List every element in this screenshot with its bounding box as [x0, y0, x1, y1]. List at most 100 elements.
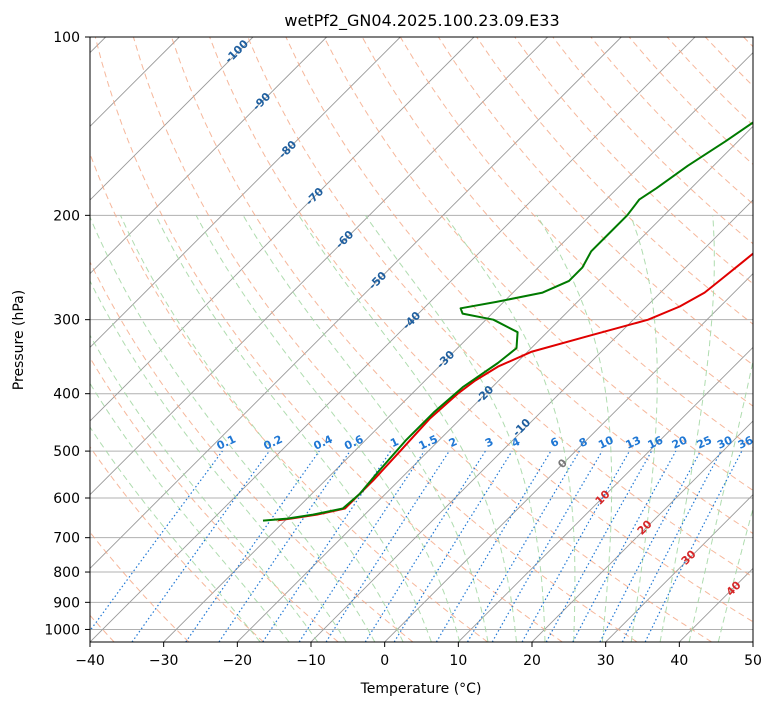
isotherm-line	[752, 641, 753, 642]
dry-adiabat-line	[90, 260, 414, 642]
y-tick-label: 300	[53, 313, 80, 329]
dry-adiabat-line	[171, 37, 712, 642]
dry-adiabat-line	[704, 37, 753, 87]
moist-adiabat-line	[195, 215, 461, 642]
mixing-ratio-label: 16	[646, 433, 666, 451]
dry-adiabat-line	[209, 37, 753, 623]
x-tick-label: 20	[523, 653, 541, 669]
mixing-ratio-line	[218, 450, 351, 642]
mixing-ratio-line	[262, 450, 392, 642]
y-tick-label: 600	[53, 491, 80, 507]
mixing-ratio-line	[521, 450, 631, 642]
mixing-ratio-label: 0.1	[215, 433, 238, 453]
moist-adiabat-line	[298, 215, 517, 642]
mixing-ratio-label: 3	[483, 435, 495, 450]
moist-adiabat-line	[536, 215, 613, 642]
isotherm-line	[310, 199, 753, 642]
isotherm-label: 30	[679, 547, 699, 567]
dry-adiabat-line	[476, 37, 753, 325]
dry-adiabat-line	[90, 446, 264, 642]
dry-adiabat-line	[666, 37, 753, 126]
mixing-ratio-line	[90, 450, 223, 632]
isotherm-line	[90, 37, 327, 275]
y-tick-label: 1000	[44, 622, 80, 638]
mixing-ratio-label: 25	[695, 434, 714, 452]
y-tick-label: 500	[53, 444, 80, 460]
y-axis-label: Pressure (hPa)	[11, 290, 27, 390]
x-tick-label: 10	[449, 653, 467, 669]
y-tick-label: 700	[53, 531, 80, 547]
isotherm-label: 20	[635, 517, 655, 537]
dry-adiabat-line	[590, 37, 753, 205]
dry-adiabat-line	[247, 37, 753, 578]
dry-adiabat-line	[90, 356, 339, 642]
isotherm-label: 40	[724, 578, 744, 598]
mixing-ratio-line	[599, 450, 702, 642]
mixing-ratio-label: 36	[736, 433, 756, 451]
dry-adiabat-line	[90, 531, 190, 642]
dry-adiabat-line	[743, 37, 753, 48]
x-axis-label: Temperature (°C)	[360, 681, 482, 697]
dewpoint-profile-line	[262, 121, 753, 522]
moist-adiabat-line	[90, 215, 376, 642]
background-lines	[90, 37, 753, 642]
y-tick-label: 400	[53, 387, 80, 403]
moist-adiabat-line	[364, 215, 546, 642]
mixing-ratio-label: 30	[715, 433, 735, 451]
isotherm-line	[163, 52, 753, 642]
moist-adiabat-line	[630, 215, 658, 642]
dry-adiabat-line	[132, 37, 638, 642]
x-tick-label: −20	[223, 653, 253, 669]
mixing-ratio-label: 0.6	[342, 433, 365, 453]
moist-adiabat-line	[659, 215, 715, 642]
moist-adiabat-line	[120, 215, 404, 642]
mixing-ratio-line	[572, 450, 677, 642]
y-tick-label: 900	[53, 595, 80, 611]
isotherm-line	[384, 273, 753, 642]
mixing-ratio-line	[325, 450, 450, 642]
x-tick-label: 40	[670, 653, 688, 669]
mixing-ratio-label: 10	[596, 433, 616, 451]
isotherm-line	[605, 494, 753, 642]
mixing-ratio-label: 1.5	[417, 433, 440, 453]
x-axis: −40 −30 −20 −10 0 10 20 30 40 50	[75, 642, 762, 669]
mixing-ratio-line	[393, 450, 513, 642]
mixing-ratio-line	[435, 450, 552, 642]
isotherm-line	[531, 420, 753, 642]
x-tick-label: 30	[597, 653, 615, 669]
moist-adiabat-line	[90, 334, 319, 642]
y-axis: 1000 900 800 700 600 500 400 300 200 100	[44, 30, 90, 638]
isotherm-line	[90, 37, 401, 348]
mixing-ratio-label: 2	[447, 435, 459, 450]
isotherm-label: -100	[222, 37, 251, 66]
x-tick-label: −10	[296, 653, 326, 669]
dry-adiabat-line	[90, 152, 488, 642]
isotherm-line	[90, 37, 254, 201]
moist-adiabat-line	[444, 215, 576, 642]
mixing-ratio-line	[131, 450, 270, 642]
moist-adiabat-line	[688, 358, 753, 642]
isotherm-line	[237, 125, 753, 642]
moist-adiabat-line	[90, 426, 261, 642]
moist-adiabat-line	[717, 506, 753, 642]
y-tick-label: 800	[53, 565, 80, 581]
temperature-profile-line	[277, 252, 753, 522]
mixing-ratio-line	[644, 450, 743, 642]
mixing-ratio-line	[185, 450, 320, 642]
profiles	[262, 121, 753, 522]
chart-title: wetPf2_GN04.2025.100.23.09.E33	[284, 11, 559, 31]
mixing-ratio-label: 20	[670, 433, 690, 451]
isotherm-line	[679, 567, 753, 642]
plot-frame	[89, 36, 754, 643]
x-tick-label: 0	[380, 653, 389, 669]
dry-adiabat-line	[285, 37, 753, 535]
dry-adiabat-line	[323, 37, 753, 491]
moist-adiabat-line	[90, 382, 290, 642]
isotherm-line	[90, 37, 475, 422]
isotherm-line	[90, 37, 548, 496]
y-tick-label: 200	[53, 208, 80, 224]
mixing-ratio-label: 0.2	[261, 433, 284, 453]
x-tick-label: 50	[744, 653, 762, 669]
dry-adiabat-line	[437, 37, 753, 366]
